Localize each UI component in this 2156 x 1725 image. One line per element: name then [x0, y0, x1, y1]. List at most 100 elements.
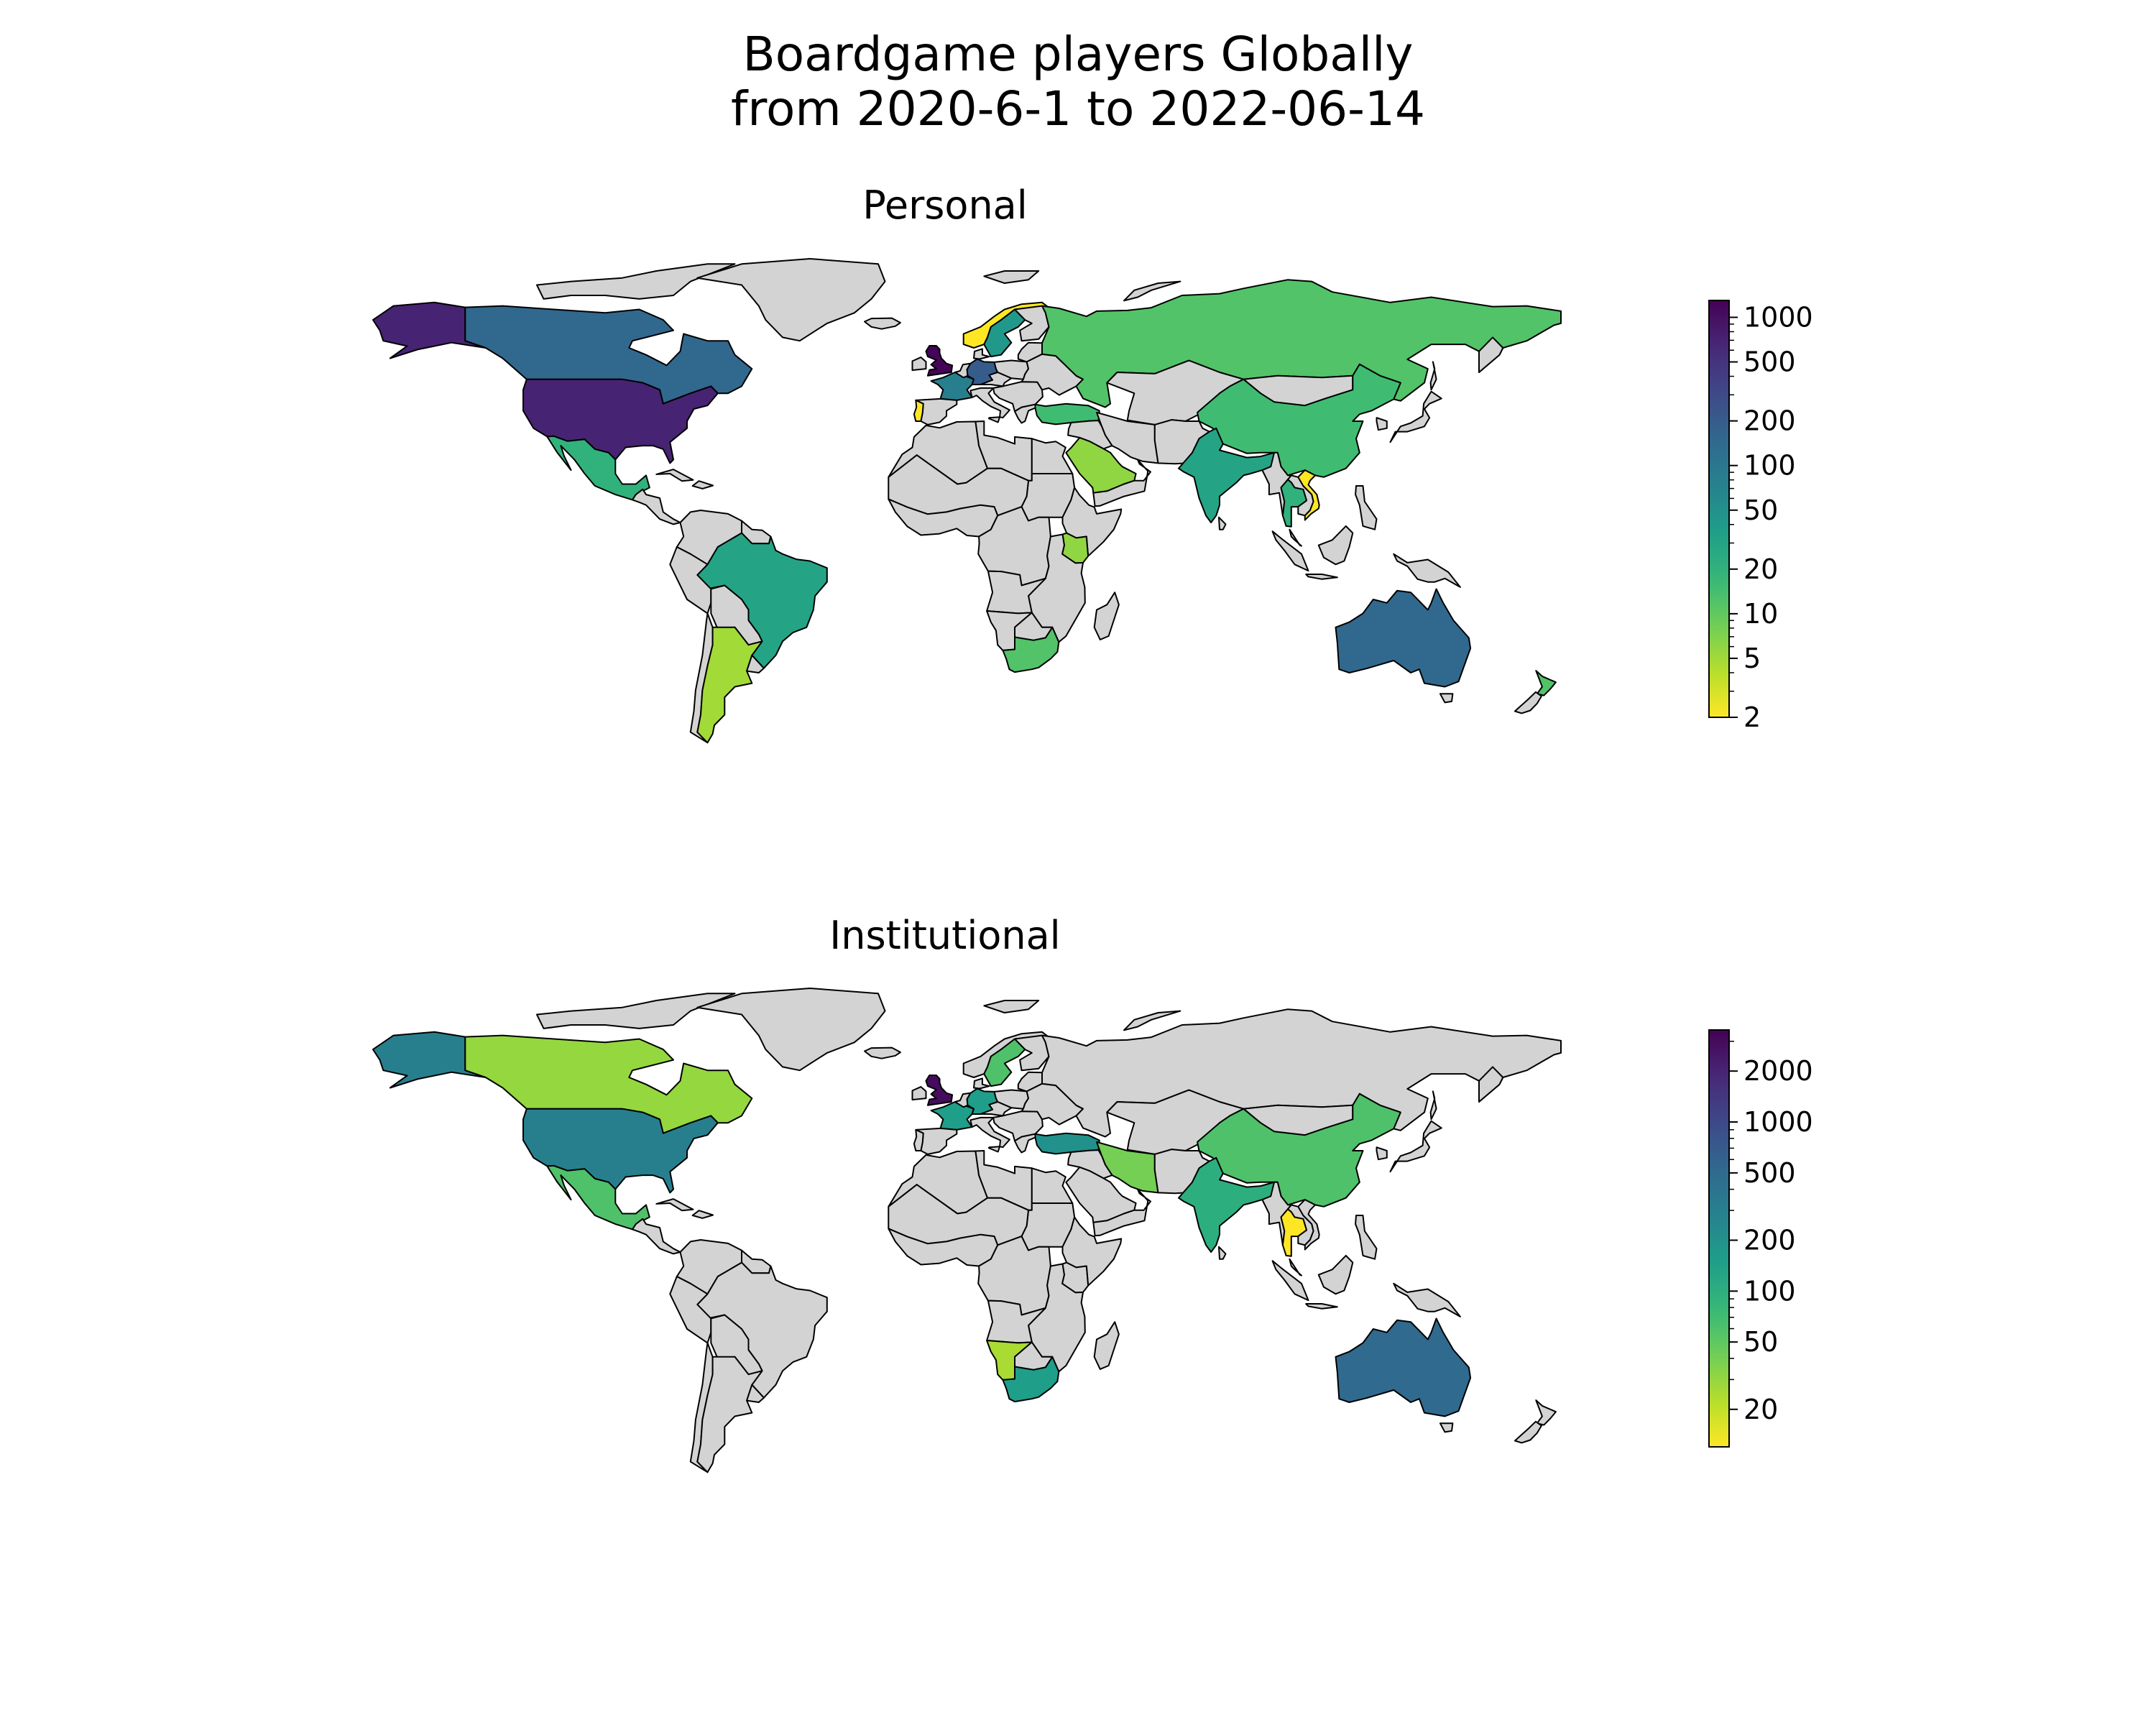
figure-subtitle: from 2020-6-1 to 2022-06-14 — [731, 81, 1425, 137]
region-sri-lanka — [1218, 1246, 1227, 1260]
region-iceland — [864, 1046, 901, 1059]
region-korea-japan — [1376, 1146, 1388, 1161]
colorbar-tick-label: 2 — [1743, 702, 1761, 733]
region-svalbard — [983, 1000, 1040, 1013]
region-madagascar — [1093, 1321, 1120, 1370]
region-finland — [1014, 305, 1050, 342]
region-new-zealand — [1535, 1399, 1557, 1426]
region-saudi-arabia — [1065, 436, 1137, 494]
region-benelux — [954, 1092, 972, 1108]
region-central-america — [632, 1218, 681, 1255]
region-malay-indonesia — [1289, 528, 1302, 547]
region-uruguay — [746, 654, 765, 673]
region-philippines — [1355, 1215, 1378, 1260]
region-svalbard — [983, 270, 1040, 284]
map-title-personal: Personal — [862, 183, 1028, 228]
region-uruguay — [746, 1384, 765, 1403]
region-greenland — [696, 988, 886, 1072]
region-sicily-sardinia — [987, 1146, 1001, 1153]
region-yemen-oman — [1092, 1188, 1151, 1237]
region-borneo — [1317, 525, 1354, 566]
colorbar-tick-label: 500 — [1743, 346, 1796, 378]
region-sumatra — [1271, 530, 1309, 572]
region-sweden — [983, 1038, 1026, 1087]
region-mexico — [546, 435, 650, 501]
region-kamchatka — [1478, 1066, 1504, 1103]
region-japan — [1389, 1120, 1442, 1173]
world-map-personal — [372, 258, 1562, 744]
region-new-zealand-south — [1514, 1420, 1542, 1444]
region-mexico — [546, 1164, 650, 1230]
map-title-institutional: Institutional — [829, 913, 1061, 958]
region-malay-indonesia — [1289, 1258, 1302, 1276]
region-bolivia-paraguay — [710, 1314, 763, 1376]
region-saudi-arabia — [1065, 1166, 1137, 1223]
region-vietnam — [1297, 1199, 1320, 1251]
region-japan — [1389, 390, 1442, 443]
region-novaya-zemlya — [1123, 280, 1181, 302]
figure-title: Boardgame players Globally — [742, 27, 1414, 82]
region-tasmania — [1439, 693, 1454, 704]
region-sakhalin — [1429, 361, 1437, 391]
region-greece — [1014, 1133, 1036, 1154]
region-philippines — [1355, 485, 1378, 530]
colorbar-tick-label: 50 — [1743, 1326, 1778, 1358]
region-borneo — [1317, 1254, 1354, 1295]
region-denmark — [973, 1077, 990, 1090]
colorbar-tick-label: 5 — [1743, 643, 1761, 674]
region-egypt — [1031, 438, 1074, 474]
region-sakhalin — [1429, 1090, 1437, 1121]
colorbar-tick-label: 20 — [1743, 553, 1778, 585]
colorbar-tick-label: 50 — [1743, 494, 1778, 526]
colorbar-tick-label: 200 — [1743, 405, 1796, 437]
region-china — [1197, 363, 1401, 478]
region-alaska-usa- — [372, 1031, 487, 1089]
region-sri-lanka — [1218, 516, 1227, 530]
region-cuba — [655, 469, 694, 482]
region-benelux — [954, 362, 972, 379]
region-angola-zambia — [986, 570, 1046, 615]
region-united-kingdom — [925, 1075, 954, 1106]
region-java — [1305, 1303, 1338, 1310]
colorbar-tick-label: 100 — [1743, 450, 1796, 482]
region-canadian-arctic — [536, 263, 736, 300]
region-hispaniola — [691, 1210, 714, 1219]
region-france — [930, 1101, 975, 1131]
colorbar-tick-label: 1000 — [1743, 1106, 1813, 1138]
region-alaska-usa- — [372, 301, 487, 359]
region-new-zealand — [1535, 670, 1557, 696]
region-egypt — [1031, 1167, 1074, 1204]
region-new-guinea — [1393, 1282, 1461, 1317]
region-angola-zambia — [986, 1300, 1046, 1344]
colorbar-tick-label: 2000 — [1743, 1055, 1813, 1087]
region-united-kingdom — [925, 345, 954, 377]
colorbar-tick-label: 1000 — [1743, 301, 1813, 333]
region-yemen-oman — [1092, 459, 1151, 507]
region-cuba — [655, 1198, 694, 1212]
region-south-africa — [1002, 1356, 1060, 1403]
region-italy — [969, 1116, 1010, 1149]
colorbar-gradient — [1708, 1029, 1730, 1448]
region-china — [1197, 1092, 1401, 1208]
region-ireland — [911, 356, 927, 372]
region-portugal — [913, 1128, 924, 1151]
region-greece — [1014, 403, 1036, 424]
region-madagascar — [1093, 592, 1120, 640]
region-korea-japan — [1376, 417, 1388, 431]
region-italy — [969, 387, 1010, 419]
region-new-zealand-south — [1514, 691, 1542, 714]
region-new-guinea — [1393, 553, 1461, 588]
colorbar-tick-label: 20 — [1743, 1394, 1778, 1425]
region-australia — [1335, 588, 1472, 688]
region-south-africa — [1002, 626, 1060, 673]
region-vietnam — [1297, 469, 1320, 521]
colorbar-tick-label: 10 — [1743, 598, 1778, 630]
region-hispaniola — [691, 480, 714, 489]
colorbar-gradient — [1708, 300, 1730, 718]
region-ireland — [911, 1086, 927, 1101]
region-greenland — [696, 258, 886, 342]
region-australia — [1335, 1317, 1472, 1417]
colorbar-tick-label: 200 — [1743, 1224, 1796, 1256]
region-bolivia-paraguay — [710, 584, 763, 646]
region-sumatra — [1271, 1260, 1309, 1302]
